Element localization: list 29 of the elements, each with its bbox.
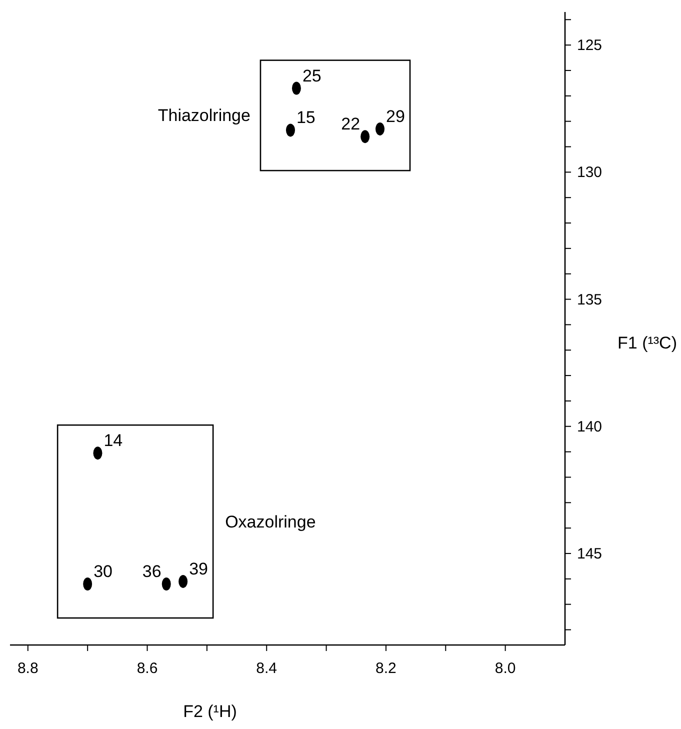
series-label: 29 [386, 106, 405, 126]
point [178, 574, 188, 588]
x-tick-label: 8.0 [494, 660, 516, 677]
point [162, 577, 171, 590]
x-tick-label: 8.6 [136, 660, 158, 677]
annotation: Oxazolringe [225, 512, 316, 532]
y-tick-label: 135 [577, 291, 602, 308]
x-tick-label: 8.2 [376, 660, 396, 677]
point [83, 577, 92, 590]
series-label: 36 [142, 562, 162, 581]
series-label: 22 [341, 114, 360, 134]
x-tick-label: 8.8 [17, 660, 38, 677]
series-label: 15 [296, 108, 316, 128]
series-label: 39 [189, 559, 208, 578]
annotation: Thiazolringe [158, 106, 250, 125]
x-tick-label: 8.4 [256, 660, 278, 677]
y-tick-label: 130 [577, 164, 602, 182]
y-tick-label: 140 [577, 418, 602, 436]
y-tick-label: 145 [577, 545, 602, 562]
series-label: 25 [302, 66, 322, 86]
series-label: 14 [104, 431, 123, 450]
x-axis-title: F2 (¹H) [183, 702, 237, 721]
point [286, 124, 295, 137]
point [360, 130, 370, 144]
series-label: 30 [94, 562, 113, 581]
y-axis-title: F1 (¹³C) [618, 334, 677, 352]
point [292, 82, 301, 95]
point [93, 446, 102, 460]
y-tick-label: 125 [577, 37, 602, 54]
